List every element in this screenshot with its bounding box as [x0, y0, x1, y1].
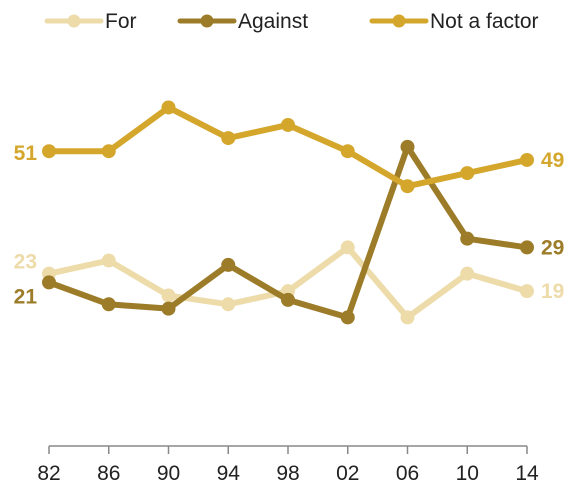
data-point	[42, 144, 56, 159]
data-point	[340, 144, 355, 159]
end-label-not-a-factor: 49	[541, 149, 564, 172]
data-point	[161, 301, 176, 316]
x-tick-label: 02	[336, 462, 359, 485]
data-point	[101, 297, 116, 312]
start-label-against: 21	[14, 285, 38, 308]
legend: For Against Not a factor	[44, 10, 539, 33]
data-point	[42, 275, 56, 290]
data-point	[400, 139, 415, 154]
data-point	[221, 131, 236, 146]
data-point	[340, 240, 355, 255]
legend-label: Not a factor	[430, 10, 539, 33]
series-for	[42, 240, 534, 325]
series-not-a-factor	[42, 100, 534, 194]
data-point	[460, 166, 475, 181]
legend-label: For	[105, 10, 137, 33]
data-point	[400, 310, 415, 325]
series-lines	[42, 100, 534, 325]
data-point	[520, 240, 534, 255]
x-tick-label: 82	[37, 462, 60, 485]
legend-item-for: For	[44, 10, 137, 33]
data-point	[400, 179, 415, 194]
start-label-not-a-factor: 51	[14, 142, 38, 165]
legend-swatch-marker	[200, 14, 214, 28]
data-point	[221, 257, 236, 272]
legend-item-not-a-factor: Not a factor	[369, 10, 539, 33]
end-labels: 23 19 21 29 51 49	[14, 142, 565, 308]
x-tick-label: 98	[276, 462, 299, 485]
start-label-for: 23	[14, 251, 37, 274]
x-tick-label: 14	[515, 462, 539, 485]
data-point	[460, 231, 475, 246]
x-tick-label: 10	[456, 462, 479, 485]
legend-item-against: Against	[177, 10, 308, 33]
data-point	[161, 100, 176, 115]
x-tick-label: 94	[217, 462, 241, 485]
x-tick-label: 86	[97, 462, 120, 485]
x-axis: 82 86 90 94 98 02 06 10 14	[37, 445, 539, 485]
legend-swatch-marker	[392, 14, 406, 28]
end-label-for: 19	[541, 280, 564, 303]
x-tick-label: 90	[157, 462, 180, 485]
data-point	[340, 310, 355, 325]
legend-swatch-marker	[67, 14, 81, 28]
data-point	[281, 117, 295, 132]
data-point	[281, 292, 295, 307]
data-point	[520, 284, 534, 299]
x-tick-label: 06	[396, 462, 419, 485]
series-against	[42, 139, 534, 325]
data-point	[101, 253, 116, 268]
data-point	[101, 144, 116, 159]
data-point	[520, 152, 534, 167]
end-label-against: 29	[541, 236, 564, 259]
data-point	[460, 266, 475, 281]
data-point	[221, 297, 236, 312]
legend-label: Against	[238, 10, 308, 33]
data-point	[161, 288, 176, 303]
